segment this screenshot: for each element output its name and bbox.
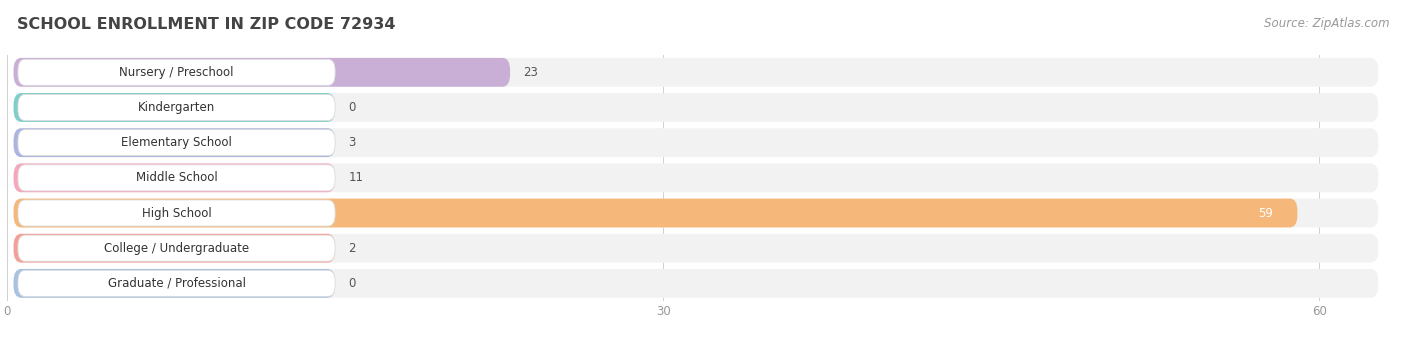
Text: Nursery / Preschool: Nursery / Preschool bbox=[120, 66, 233, 79]
FancyBboxPatch shape bbox=[14, 199, 1378, 227]
FancyBboxPatch shape bbox=[14, 58, 1378, 87]
FancyBboxPatch shape bbox=[14, 234, 1378, 263]
FancyBboxPatch shape bbox=[18, 59, 335, 85]
FancyBboxPatch shape bbox=[14, 93, 335, 122]
FancyBboxPatch shape bbox=[14, 93, 1378, 122]
Text: 2: 2 bbox=[349, 242, 356, 255]
Text: 23: 23 bbox=[523, 66, 538, 79]
FancyBboxPatch shape bbox=[14, 269, 335, 298]
FancyBboxPatch shape bbox=[18, 94, 335, 120]
FancyBboxPatch shape bbox=[18, 235, 335, 261]
Text: Kindergarten: Kindergarten bbox=[138, 101, 215, 114]
Text: Source: ZipAtlas.com: Source: ZipAtlas.com bbox=[1264, 17, 1389, 30]
FancyBboxPatch shape bbox=[14, 128, 335, 157]
FancyBboxPatch shape bbox=[14, 199, 1298, 227]
FancyBboxPatch shape bbox=[18, 200, 335, 226]
Text: Graduate / Professional: Graduate / Professional bbox=[107, 277, 246, 290]
FancyBboxPatch shape bbox=[14, 128, 1378, 157]
Text: SCHOOL ENROLLMENT IN ZIP CODE 72934: SCHOOL ENROLLMENT IN ZIP CODE 72934 bbox=[17, 17, 395, 32]
Text: 0: 0 bbox=[349, 277, 356, 290]
Text: 0: 0 bbox=[349, 101, 356, 114]
FancyBboxPatch shape bbox=[14, 58, 510, 87]
Text: Elementary School: Elementary School bbox=[121, 136, 232, 149]
Text: High School: High School bbox=[142, 207, 211, 220]
Text: 11: 11 bbox=[349, 171, 363, 184]
Text: Middle School: Middle School bbox=[135, 171, 218, 184]
FancyBboxPatch shape bbox=[18, 165, 335, 191]
FancyBboxPatch shape bbox=[14, 269, 1378, 298]
FancyBboxPatch shape bbox=[18, 271, 335, 297]
FancyBboxPatch shape bbox=[14, 163, 335, 192]
Text: 3: 3 bbox=[349, 136, 356, 149]
FancyBboxPatch shape bbox=[18, 130, 335, 156]
FancyBboxPatch shape bbox=[14, 234, 335, 263]
Text: 59: 59 bbox=[1258, 207, 1274, 220]
Text: College / Undergraduate: College / Undergraduate bbox=[104, 242, 249, 255]
FancyBboxPatch shape bbox=[14, 163, 1378, 192]
